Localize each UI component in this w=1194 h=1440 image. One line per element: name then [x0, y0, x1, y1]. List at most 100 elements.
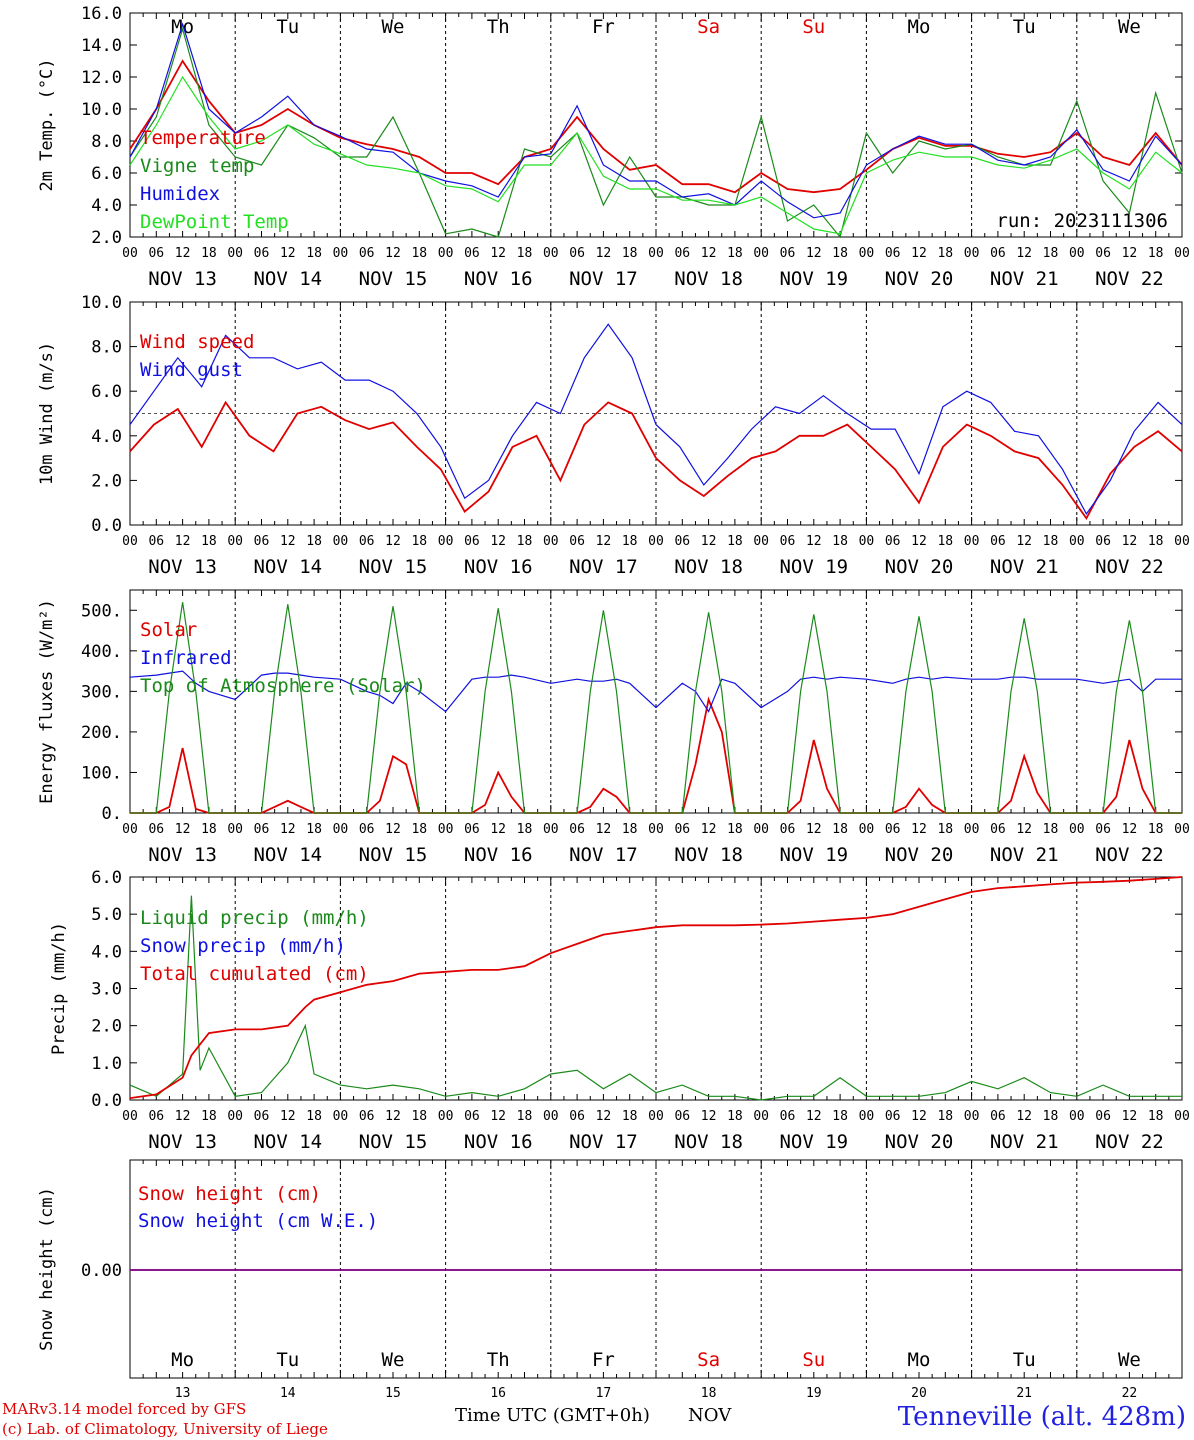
hour-tick-label: 18 [1148, 822, 1164, 837]
hour-tick-label: 18 [937, 1109, 953, 1124]
series-line-light_green [129, 75, 1183, 235]
hour-tick-label: 18 [622, 1109, 638, 1124]
date-label: NOV 21 [990, 1131, 1059, 1153]
date-label: NOV 22 [1095, 1131, 1164, 1153]
y-axis-label: Energy fluxes (W/m²) [37, 599, 57, 804]
hour-tick-label: 00 [438, 1109, 454, 1124]
date-label: NOV 21 [990, 268, 1059, 290]
hour-tick-label: 06 [780, 822, 796, 837]
hour-tick-label: 00 [227, 1109, 243, 1124]
hour-tick-label: 18 [832, 822, 848, 837]
hour-tick-label: 12 [596, 822, 612, 837]
date-label: NOV 19 [779, 1131, 848, 1153]
y-tick-label: 2.0 [91, 228, 122, 248]
y-tick-label: 0.00 [81, 1261, 122, 1281]
date-label: NOV 19 [779, 844, 848, 866]
date-label: NOV 13 [148, 268, 217, 290]
hour-tick-label: 06 [1095, 534, 1111, 549]
weekday-label: Sa [697, 1349, 720, 1371]
date-label: NOV 16 [464, 268, 533, 290]
hour-tick-label: 06 [990, 534, 1006, 549]
series-line-red [129, 876, 1183, 1099]
hour-tick-label: 00 [1069, 1109, 1085, 1124]
hour-tick-label: 12 [385, 246, 401, 261]
day-number-label: 16 [490, 1386, 506, 1401]
hour-tick-label: 18 [1148, 534, 1164, 549]
hour-tick-label: 12 [385, 822, 401, 837]
series-line-green [130, 602, 1182, 814]
hour-tick-label: 18 [517, 246, 533, 261]
hour-tick-label: 18 [937, 534, 953, 549]
y-tick-label: 14.0 [81, 36, 122, 56]
hour-tick-label: 06 [885, 246, 901, 261]
date-label: NOV 16 [464, 844, 533, 866]
hour-tick-label: 06 [464, 534, 480, 549]
weekday-label: Mo [908, 16, 931, 38]
hour-tick-label: 12 [385, 534, 401, 549]
day-number-label: 22 [1122, 1386, 1138, 1401]
hour-tick-label: 18 [727, 1109, 743, 1124]
hour-tick-label: 18 [937, 246, 953, 261]
hour-tick-label: 12 [806, 1109, 822, 1124]
hour-tick-label: 12 [911, 534, 927, 549]
weekday-label: Tu [276, 16, 299, 38]
time-axis-label: Time UTC (GMT+0h) [455, 1405, 650, 1426]
panel-frame [129, 589, 1183, 814]
hour-tick-label: 00 [122, 1109, 138, 1124]
y-axis-label: 2m Temp. (°C) [37, 58, 57, 191]
hour-tick-label: 18 [1148, 1109, 1164, 1124]
hour-tick-label: 18 [832, 1109, 848, 1124]
hour-tick-label: 18 [201, 822, 217, 837]
y-tick-label: 6.0 [91, 164, 122, 184]
hour-tick-label: 00 [227, 246, 243, 261]
hour-tick-label: 18 [622, 534, 638, 549]
weekday-label: Th [487, 16, 510, 38]
hour-tick-label: 06 [780, 1109, 796, 1124]
date-label: NOV 21 [990, 556, 1059, 578]
hour-tick-label: 06 [674, 822, 690, 837]
hour-tick-label: 00 [648, 1109, 664, 1124]
hour-tick-label: 06 [780, 534, 796, 549]
hour-tick-label: 12 [1016, 246, 1032, 261]
date-label: NOV 13 [148, 556, 217, 578]
date-label: NOV 17 [569, 556, 638, 578]
hour-tick-label: 12 [175, 534, 191, 549]
hour-tick-label: 12 [280, 822, 296, 837]
day-number-label: 21 [1016, 1386, 1032, 1401]
hour-tick-label: 06 [885, 534, 901, 549]
weekday-label: Su [802, 16, 825, 38]
hour-tick-label: 18 [832, 534, 848, 549]
hour-tick-label: 12 [1122, 534, 1138, 549]
hour-tick-label: 12 [280, 246, 296, 261]
series-line-blue [129, 323, 1183, 516]
date-label: NOV 20 [885, 1131, 954, 1153]
hour-tick-label: 00 [1069, 246, 1085, 261]
hour-tick-label: 18 [201, 1109, 217, 1124]
legend-entry: Snow height (cm W.E.) [138, 1210, 378, 1232]
y-tick-label: 3.0 [91, 980, 122, 1000]
y-tick-label: 2.0 [91, 471, 122, 491]
day-number-label: 17 [596, 1386, 612, 1401]
hour-tick-label: 00 [333, 822, 349, 837]
date-label: NOV 20 [885, 268, 954, 290]
date-label: NOV 18 [674, 844, 743, 866]
date-label: NOV 14 [253, 268, 322, 290]
hour-tick-label: 06 [569, 822, 585, 837]
hour-tick-label: 18 [832, 246, 848, 261]
hour-tick-label: 12 [280, 1109, 296, 1124]
y-tick-label: 8.0 [91, 132, 122, 152]
y-axis-label: 10m Wind (m/s) [37, 342, 57, 485]
hour-tick-label: 18 [1043, 822, 1059, 837]
y-tick-label: 8.0 [91, 338, 122, 358]
hour-tick-label: 12 [175, 246, 191, 261]
model-credit: MARv3.14 model forced by GFS [2, 1400, 247, 1418]
hour-tick-label: 18 [937, 822, 953, 837]
day-number-label: 14 [280, 1386, 296, 1401]
weekday-label: We [1118, 1349, 1141, 1371]
hour-tick-label: 00 [438, 246, 454, 261]
hour-tick-label: 18 [201, 534, 217, 549]
hour-tick-label: 06 [569, 1109, 585, 1124]
y-tick-label: 4.0 [91, 942, 122, 962]
y-tick-label: 400. [81, 642, 122, 662]
